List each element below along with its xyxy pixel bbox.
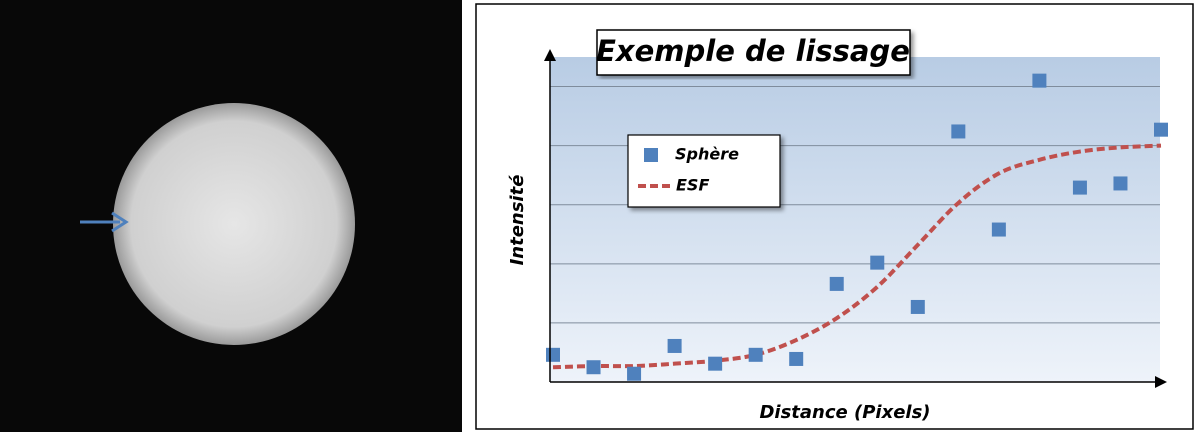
data-point <box>586 360 601 375</box>
data-point <box>1113 176 1128 191</box>
y-axis-label: Intensité <box>507 175 528 266</box>
legend-marker <box>644 148 658 162</box>
data-point <box>1072 180 1087 195</box>
data-point <box>829 276 844 291</box>
x-axis-label: Distance (Pixels) <box>759 402 930 423</box>
data-point <box>748 347 763 362</box>
plot-area <box>550 57 1160 382</box>
legend-label: ESF <box>676 176 709 195</box>
data-point <box>667 338 682 353</box>
data-point <box>546 347 560 362</box>
data-point <box>627 366 642 381</box>
data-point <box>1032 73 1047 88</box>
data-point <box>708 356 723 371</box>
sphere-image <box>0 0 462 432</box>
data-point <box>789 351 804 366</box>
title-box <box>596 29 911 76</box>
esf-curve <box>552 143 1162 370</box>
data-point <box>910 299 925 314</box>
data-point <box>951 124 966 139</box>
legend <box>627 134 781 208</box>
data-point <box>991 222 1006 237</box>
data-point <box>1154 122 1168 137</box>
legend-label: Sphère <box>675 145 739 164</box>
chart-title: Exemple de lissage <box>596 34 910 68</box>
data-point <box>870 255 885 270</box>
